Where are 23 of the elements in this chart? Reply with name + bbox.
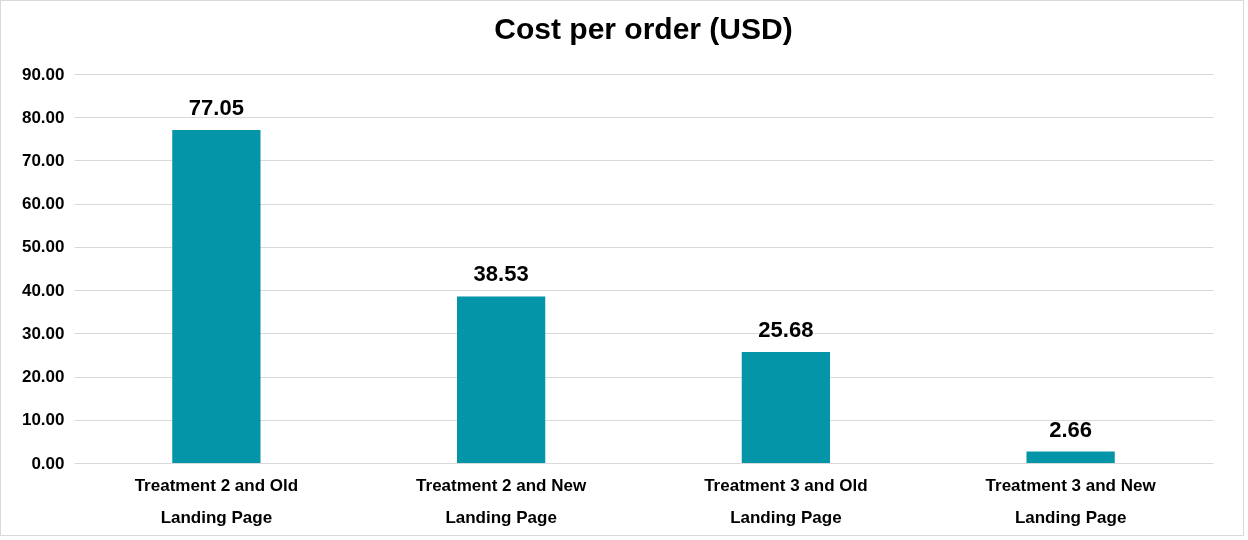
data-label: 38.53 [473, 261, 529, 287]
y-tick-label: 10.00 [21, 410, 65, 430]
bar [1026, 451, 1115, 463]
bar [456, 296, 546, 463]
chart-title: Cost per order (USD) [494, 12, 793, 45]
bar [172, 129, 261, 463]
y-tick-label: 20.00 [21, 367, 65, 387]
data-label: 25.68 [758, 317, 814, 343]
y-tick-label: 60.00 [21, 194, 65, 214]
y-tick-label: 30.00 [21, 323, 65, 343]
y-tick-label: 50.00 [21, 237, 65, 257]
x-tick-label: Treatment 3 and Old Landing Page [704, 475, 868, 527]
x-tick-label: Treatment 2 and New Landing Page [416, 475, 587, 527]
y-tick-label: 90.00 [21, 64, 65, 84]
y-tick-label: 40.00 [21, 280, 65, 300]
data-label: 2.66 [1049, 416, 1093, 442]
bar [741, 352, 831, 463]
y-tick-label: 70.00 [21, 150, 65, 170]
data-label: 77.05 [188, 94, 244, 120]
x-tick-label: Treatment 2 and Old Landing Page [134, 475, 299, 527]
x-tick-label: Treatment 3 and New Landing Page [985, 475, 1157, 527]
y-tick-label: 0.00 [31, 453, 65, 473]
y-tick-label: 80.00 [21, 107, 65, 127]
